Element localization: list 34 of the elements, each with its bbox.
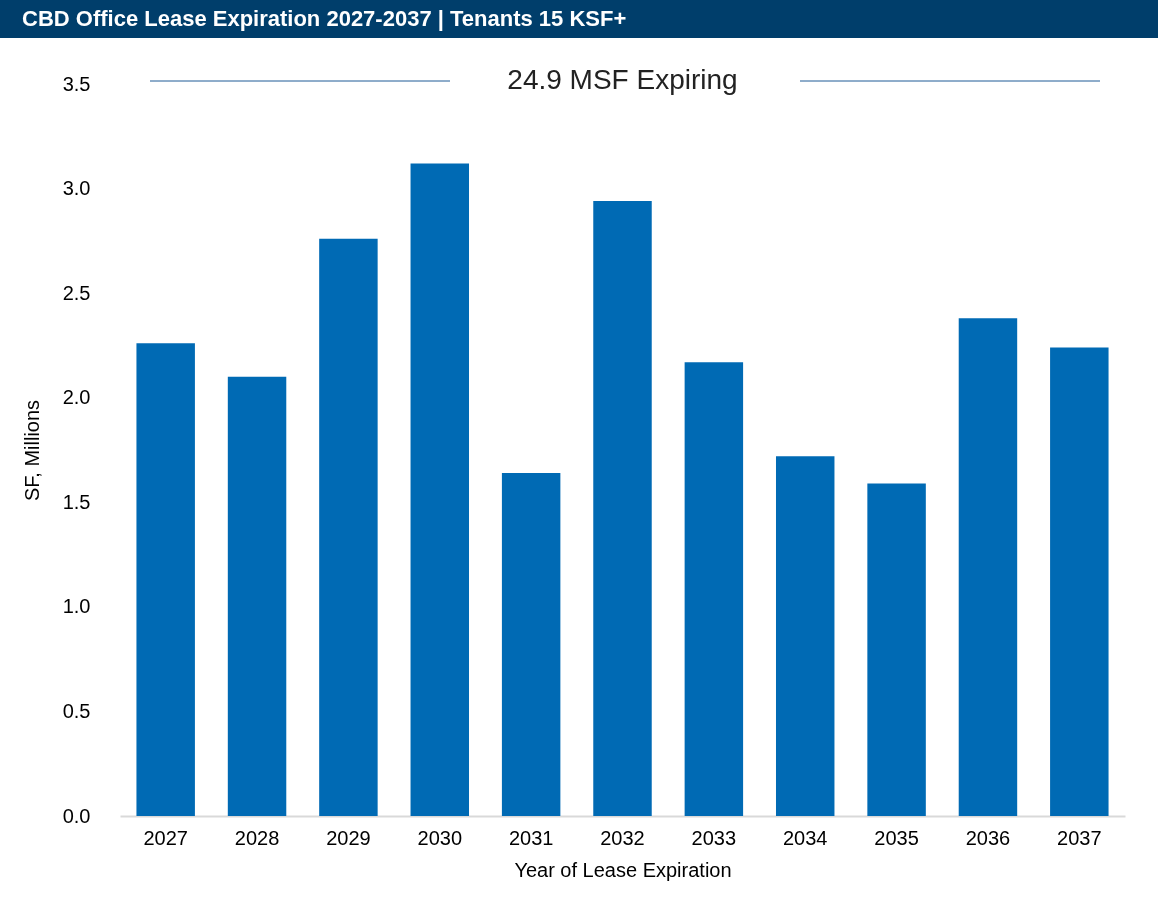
x-tick-label: 2031 xyxy=(508,826,554,849)
bar xyxy=(501,473,561,816)
y-tick-label: 2.5 xyxy=(62,281,91,304)
y-tick-label: 3.0 xyxy=(62,177,91,200)
bar xyxy=(684,362,744,816)
bar xyxy=(1050,347,1109,816)
y-tick-label: 0.5 xyxy=(62,699,91,722)
x-tick-label: 2032 xyxy=(600,826,645,849)
y-tick-label: 1.5 xyxy=(62,490,91,513)
x-axis-title: Year of Lease Expiration xyxy=(514,858,732,881)
x-tick-label: 2030 xyxy=(417,826,463,849)
x-tick-label: 2029 xyxy=(326,826,371,849)
bar xyxy=(227,376,287,816)
x-tick-label: 2035 xyxy=(874,826,919,849)
bar xyxy=(319,238,378,816)
x-tick-label: 2033 xyxy=(691,826,737,849)
bar xyxy=(775,456,835,816)
bar xyxy=(867,483,926,816)
y-tick-label: 2.0 xyxy=(62,386,91,409)
x-tick-label: 2028 xyxy=(234,826,280,849)
x-tick-label: 2034 xyxy=(782,826,828,849)
x-tick-label: 2037 xyxy=(1057,826,1102,849)
bar xyxy=(958,318,1018,816)
bar xyxy=(136,343,195,816)
bar xyxy=(410,163,470,816)
x-tick-label: 2027 xyxy=(143,826,188,849)
bar xyxy=(593,201,652,816)
y-tick-label: 0.0 xyxy=(62,804,91,827)
x-tick-label: 2036 xyxy=(965,826,1011,849)
y-axis-title: SF, Millions xyxy=(20,399,43,502)
y-tick-label: 3.5 xyxy=(62,72,91,95)
chart-title: CBD Office Lease Expiration 2027-2037 | Tenants 15 KSF+ xyxy=(22,6,627,31)
y-tick-label: 1.0 xyxy=(62,595,91,618)
annotation: 24.9 MSF Expiring xyxy=(507,64,738,95)
